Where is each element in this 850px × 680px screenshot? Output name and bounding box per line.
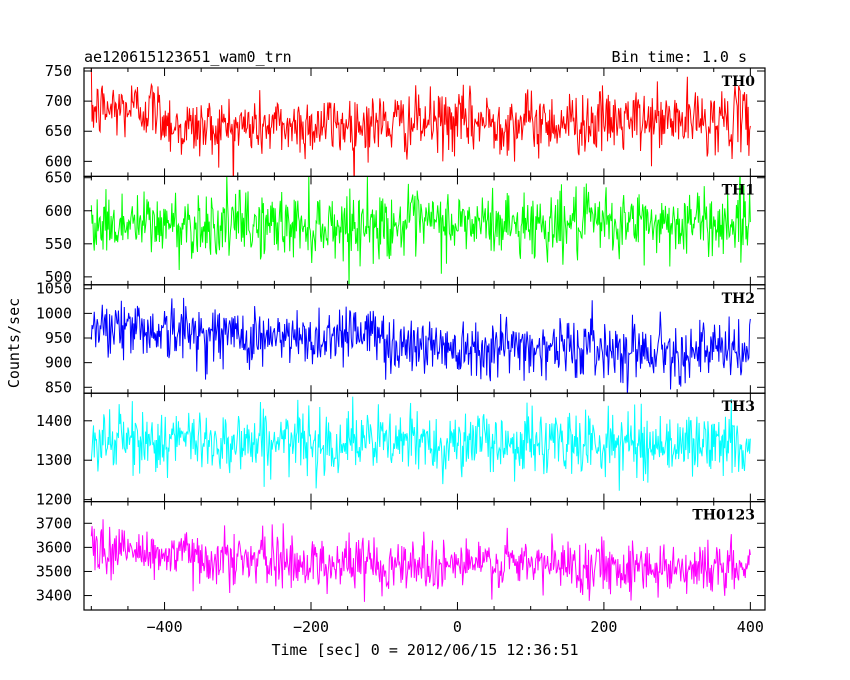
panel-label: TH2 — [722, 291, 755, 307]
series-line-th2 — [90, 297, 751, 394]
y-tick-label: 700 — [45, 92, 72, 110]
panel-label: TH3 — [722, 399, 755, 415]
panel-th3: 1200 1300 1400 TH3 — [36, 392, 766, 509]
panel-label: TH0 — [722, 74, 756, 90]
x-tick-label: 0 — [453, 618, 462, 636]
y-tick-label: 950 — [45, 329, 72, 347]
y-tick-label: 850 — [45, 378, 72, 396]
panel-frame — [83, 501, 766, 611]
panel-th0: 600 650 700 750 TH0 — [45, 62, 766, 178]
x-tick-label: −200 — [293, 618, 329, 636]
y-tick-label: 3500 — [36, 562, 72, 580]
y-axis-label: Counts/sec — [5, 298, 23, 388]
chart-title: ae120615123651_wam0_trn — [84, 48, 292, 66]
y-tick-label: 600 — [45, 152, 72, 170]
series-line-th0 — [90, 68, 751, 177]
y-tick-label: 3600 — [36, 538, 72, 556]
y-tick-label: 1400 — [36, 412, 72, 430]
y-tick-label: 900 — [45, 354, 72, 372]
series-line-th0123 — [90, 519, 751, 602]
y-tick-label: 500 — [45, 268, 72, 286]
x-axis-label: Time [sec] 0 = 2012/06/15 12:36:51 — [271, 641, 578, 659]
series-line-th3 — [90, 396, 751, 491]
series-line-th1 — [90, 176, 751, 285]
y-tick-label: 550 — [45, 235, 72, 253]
y-tick-label: 750 — [45, 62, 72, 80]
y-tick-label: 3400 — [36, 587, 72, 605]
y-tick-label: 1000 — [36, 304, 72, 322]
panels-group: 600650700750TH0500550600650TH18509009501… — [36, 62, 766, 636]
panel-label: TH1 — [722, 182, 755, 198]
y-tick-label: 600 — [45, 202, 72, 220]
x-tick-label: 200 — [590, 618, 617, 636]
y-tick-label: 650 — [45, 122, 72, 140]
panel-th0123: 3400 3500 3600 3700 TH0123 — [36, 501, 766, 611]
y-tick-label: 650 — [45, 169, 72, 187]
y-tick-label: 1200 — [36, 491, 72, 509]
panel-label: TH0123 — [692, 508, 755, 524]
x-tick-label: 400 — [737, 618, 764, 636]
y-tick-label: 1050 — [36, 280, 72, 298]
panel-th1: 500 550 600 650 TH1 — [45, 169, 766, 286]
y-tick-label: 1300 — [36, 451, 72, 469]
bin-time-label: Bin time: 1.0 s — [612, 48, 747, 66]
x-tick-label: −400 — [146, 618, 182, 636]
panel-frame — [83, 284, 766, 394]
panel-th2: 850 900 950 1000 1050 TH2 — [36, 280, 766, 396]
y-tick-label: 3700 — [36, 514, 72, 532]
